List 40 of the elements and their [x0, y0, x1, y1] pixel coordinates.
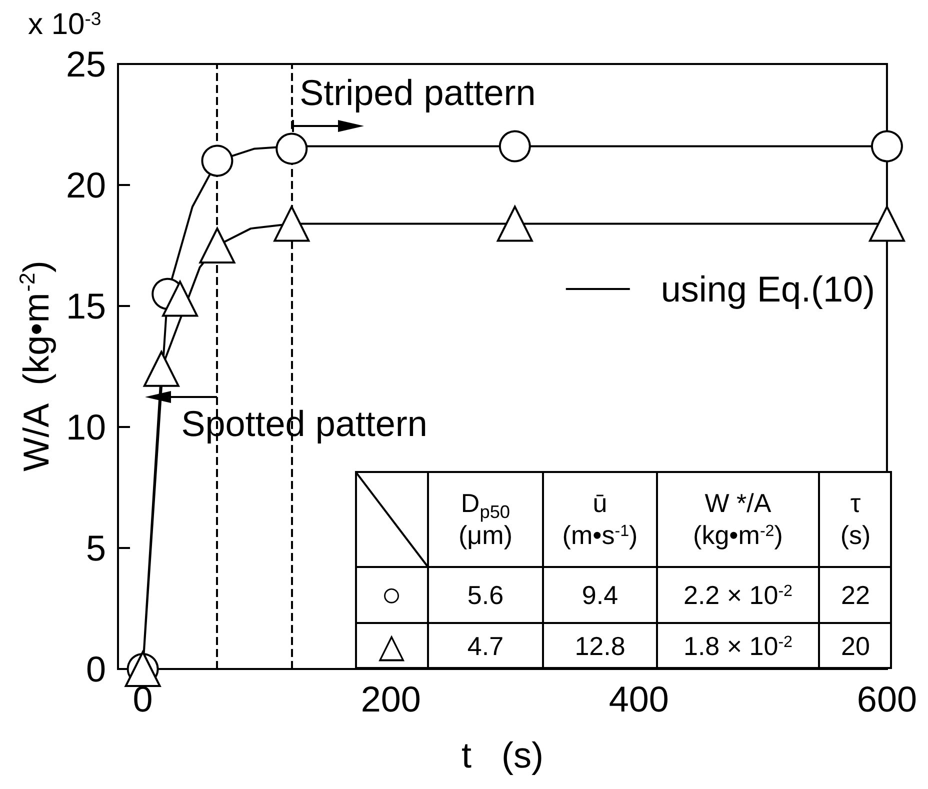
point: [868, 206, 905, 242]
annotation: τ (s): [840, 486, 871, 552]
y-tick-label: 5: [86, 528, 106, 568]
point: [276, 132, 308, 165]
x-axis-title: t (s): [461, 734, 544, 776]
y-tick-label: 20: [66, 164, 106, 206]
annotation: ū (m•s$^{-1}$): [562, 486, 638, 552]
x-tick-label: 0: [132, 678, 153, 720]
ref-line-label: Striped pattern: [300, 72, 536, 114]
y-tick-label: 10: [66, 406, 106, 448]
x-tick-label: 600: [856, 678, 918, 720]
annotation: 4.7: [467, 630, 504, 662]
annotation: D$_{p50}$ (μm): [458, 486, 512, 552]
point: [162, 280, 198, 317]
point: [143, 350, 180, 387]
annotation: 2.2 × 10$^{-2}$: [683, 578, 793, 612]
annotation: W */A (kg•m$^{-2}$): [693, 486, 783, 552]
x-tick-label: 200: [360, 678, 421, 720]
y-tick-label: 15: [66, 286, 106, 326]
point: [199, 228, 236, 264]
text: x 10$^{-3}$: [28, 8, 102, 42]
annotation: 9.4: [582, 578, 618, 612]
point: [496, 206, 533, 242]
y-axis-title: W/A (kg•m-2): [14, 260, 56, 472]
annotation: 20: [841, 630, 870, 662]
annotation: 1.8 × 10$^{-2}$: [683, 630, 793, 662]
annotation: ○: [381, 574, 402, 616]
point: [274, 206, 310, 242]
annotation: 12.8: [574, 630, 626, 662]
y-tick-label: 25: [66, 44, 106, 84]
annotation: △: [378, 626, 404, 667]
legend-label: using Eq.(10): [660, 268, 876, 310]
point: [498, 130, 531, 162]
x-tick-label: 400: [608, 678, 669, 720]
point: [201, 144, 234, 177]
annotation: 5.6: [467, 578, 504, 612]
annotation: 22: [841, 578, 870, 612]
point: [871, 130, 903, 162]
ref-line-label: Spotted pattern: [181, 402, 428, 445]
y-tick-label: 0: [86, 648, 106, 690]
